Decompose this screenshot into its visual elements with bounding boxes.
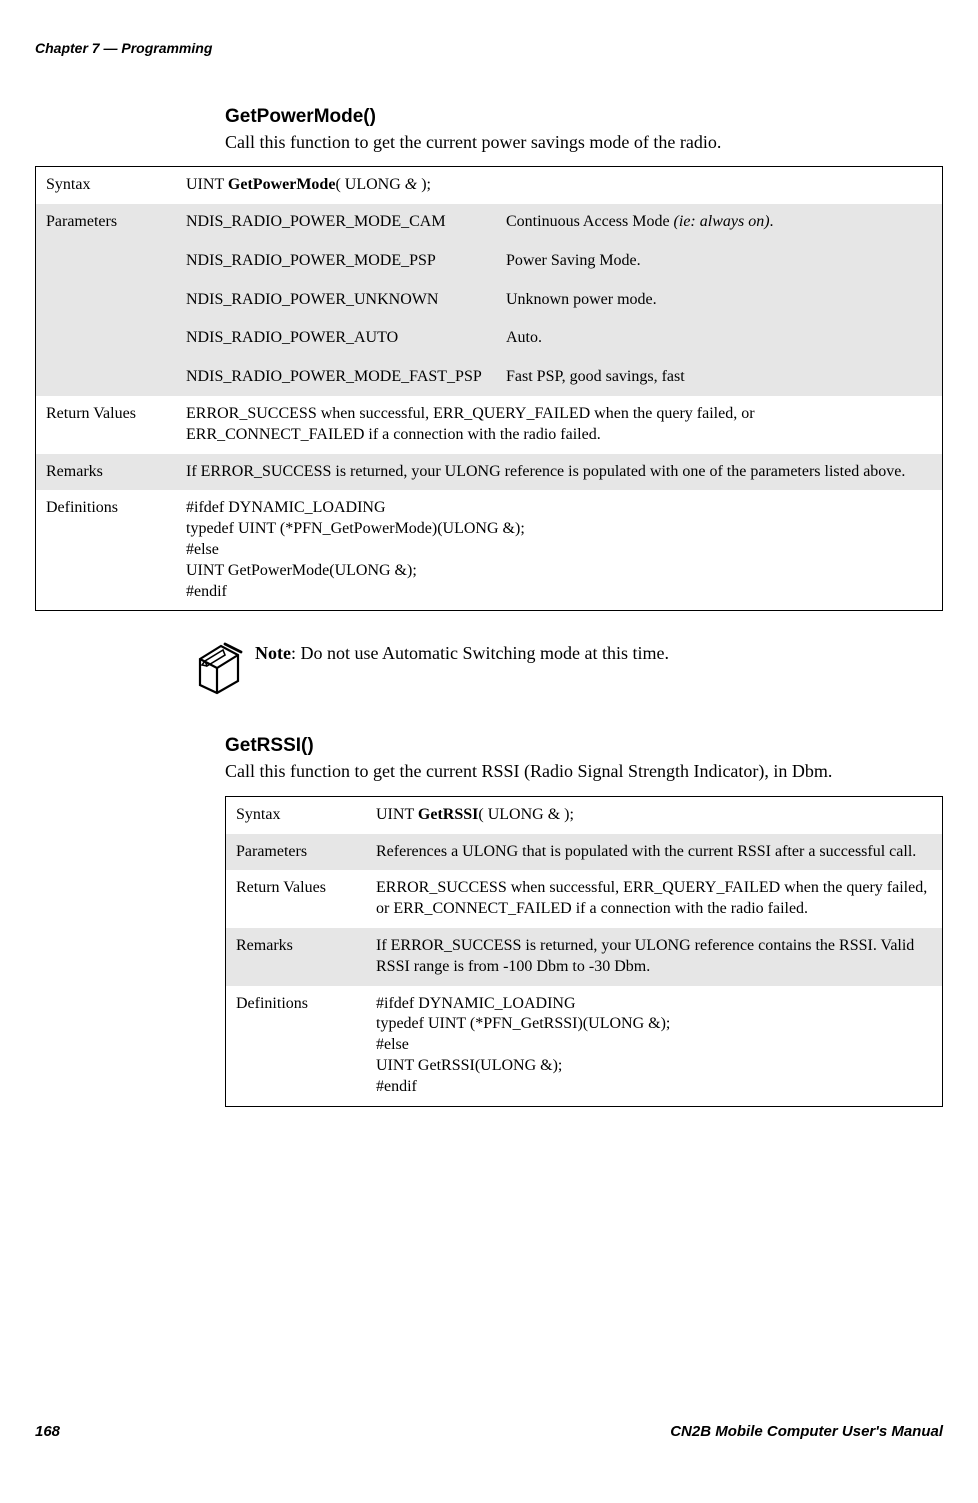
defs-line: #ifdef DYNAMIC_LOADING [186,499,386,516]
param-name: NDIS_RADIO_POWER_MODE_FAST_PSP [186,367,506,388]
syntax-amp: & [405,176,417,193]
param-desc: Continuous Access Mode (ie: always on). [506,212,932,233]
return-label: Return Values [226,870,367,928]
page-number: 168 [35,1423,60,1440]
param-name: NDIS_RADIO_POWER_AUTO [186,328,506,349]
params-value: NDIS_RADIO_POWER_MODE_CAM Continuous Acc… [176,204,943,396]
defs-line: typedef UINT (*PFN_GetRSSI)(ULONG &); [376,1015,670,1032]
syntax-pre: UINT [186,176,228,193]
section-title-getpowermode: GetPowerMode() [225,106,943,128]
remarks-value: If ERROR_SUCCESS is returned, your ULONG… [366,928,943,986]
param-desc-pre: Continuous Access Mode [506,213,674,230]
defs-line: #ifdef DYNAMIC_LOADING [376,995,576,1012]
params-label: Parameters [226,834,367,871]
syntax-post: ); [417,176,431,193]
param-desc: Auto. [506,328,932,349]
syntax-bold: GetRSSI [418,806,478,823]
return-value: ERROR_SUCCESS when successful, ERR_QUERY… [366,870,943,928]
note-text: Note: Do not use Automatic Switching mod… [255,641,669,664]
api-table-getrssi: Syntax UINT GetRSSI( ULONG & ); Paramete… [225,796,943,1107]
syntax-label: Syntax [36,167,177,204]
defs-value: #ifdef DYNAMIC_LOADING typedef UINT (*PF… [366,986,943,1106]
defs-line: UINT GetPowerMode(ULONG &); [186,562,417,579]
return-label: Return Values [36,396,177,454]
remarks-label: Remarks [226,928,367,986]
param-name: NDIS_RADIO_POWER_MODE_PSP [186,251,506,272]
note-bold: Note [255,643,291,663]
param-desc-post: . [770,213,774,230]
param-name: NDIS_RADIO_POWER_UNKNOWN [186,290,506,311]
syntax-bold: GetPowerMode [228,176,336,193]
api-table-getpowermode: Syntax UINT GetPowerMode( ULONG & ); Par… [35,166,943,611]
defs-line: #endif [376,1078,417,1095]
syntax-value: UINT GetRSSI( ULONG & ); [366,796,943,833]
note-block: Note: Do not use Automatic Switching mod… [193,641,943,695]
defs-line: typedef UINT (*PFN_GetPowerMode)(ULONG &… [186,520,525,537]
syntax-label: Syntax [226,796,367,833]
defs-label: Definitions [226,986,367,1106]
syntax-post: ( ULONG & ); [478,806,574,823]
syntax-pre: UINT [376,806,418,823]
param-desc-ital: (ie: always on) [674,213,770,230]
remarks-label: Remarks [36,454,177,491]
params-value: References a ULONG that is populated wit… [366,834,943,871]
params-label: Parameters [36,204,177,396]
manual-title: CN2B Mobile Computer User's Manual [670,1423,943,1440]
chapter-header: Chapter 7 — Programming [35,40,943,56]
defs-line: #endif [186,583,227,600]
param-desc: Power Saving Mode. [506,251,932,272]
defs-line: #else [376,1036,409,1053]
page-footer: 168 CN2B Mobile Computer User's Manual [35,1423,943,1440]
defs-value: #ifdef DYNAMIC_LOADING typedef UINT (*PF… [176,490,943,610]
defs-line: UINT GetRSSI(ULONG &); [376,1057,562,1074]
syntax-value: UINT GetPowerMode( ULONG & ); [176,167,943,204]
note-rest: : Do not use Automatic Switching mode at… [291,643,669,663]
syntax-mid: ( ULONG [335,176,404,193]
section-desc-getrssi: Call this function to get the current RS… [225,759,943,783]
note-icon [193,641,243,695]
param-name: NDIS_RADIO_POWER_MODE_CAM [186,212,506,233]
return-value: ERROR_SUCCESS when successful, ERR_QUERY… [176,396,943,454]
param-desc: Fast PSP, good savings, fast [506,367,932,388]
section-title-getrssi: GetRSSI() [225,735,943,757]
remarks-value: If ERROR_SUCCESS is returned, your ULONG… [176,454,943,491]
section-desc-getpowermode: Call this function to get the current po… [225,130,943,154]
defs-label: Definitions [36,490,177,610]
defs-line: #else [186,541,219,558]
param-desc: Unknown power mode. [506,290,932,311]
